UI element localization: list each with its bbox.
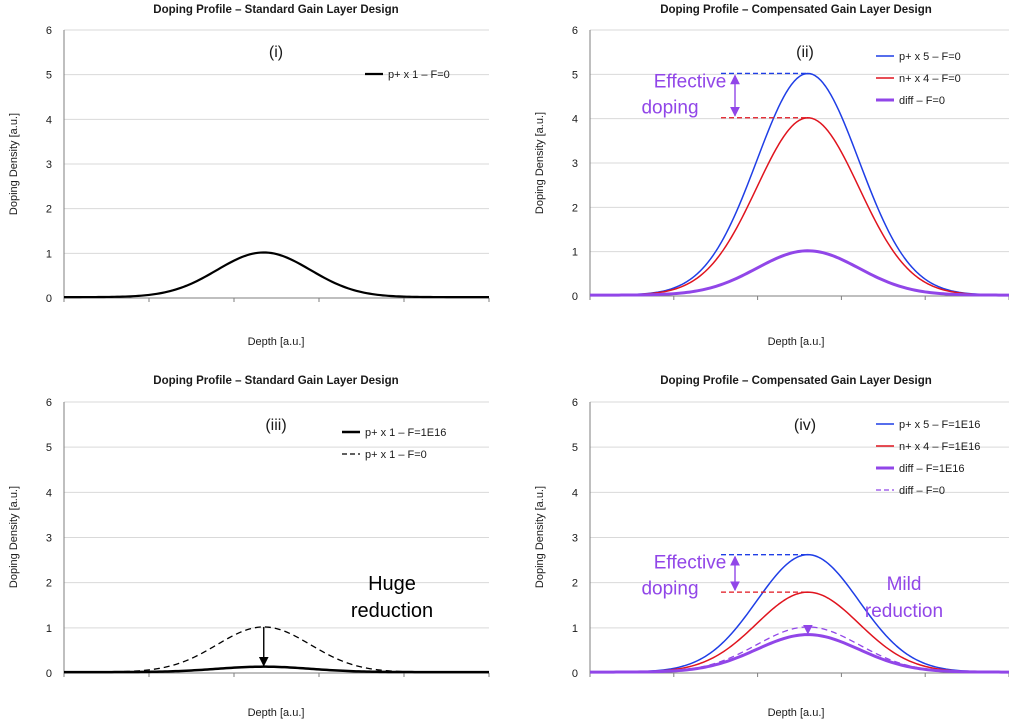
y-tick-label: 2: [572, 202, 578, 214]
y-tick-label: 1: [572, 623, 578, 635]
chart-title: Doping Profile – Standard Gain Layer Des…: [153, 4, 398, 16]
gridlines: [64, 401, 489, 629]
legend: p+ x 5 – F=1E16 n+ x 4 – F=1E16 diff – F=1…: [876, 419, 980, 497]
series-group: [64, 251, 489, 299]
y-tick-label: 1: [46, 623, 52, 635]
gridlines: [590, 29, 1009, 253]
y-tick-label: 6: [46, 397, 52, 409]
y-tick-label: 3: [46, 159, 52, 171]
effective-doping-label: doping: [641, 579, 698, 600]
x-ticks: [63, 673, 490, 677]
x-axis-label: Depth [a.u.]: [248, 336, 305, 348]
y-tick-label: 3: [572, 158, 578, 170]
y-tick-label: 0: [46, 293, 52, 305]
y-tick-label: 4: [572, 114, 578, 126]
y-axis-label: Doping Density [a.u.]: [534, 112, 546, 214]
y-tick-label: 4: [572, 487, 578, 499]
effective-doping-label: Effective: [654, 553, 727, 574]
panel-label: (iii): [265, 417, 286, 434]
y-tick-label: 2: [572, 578, 578, 590]
y-tick-label: 1: [572, 247, 578, 259]
y-tick-label: 0: [572, 291, 578, 303]
chart-title: Doping Profile – Compensated Gain Layer …: [660, 375, 932, 387]
x-axis-label: Depth [a.u.]: [768, 336, 825, 348]
legend-label: p+ x 1 – F=0: [365, 449, 427, 461]
legend-label: p+ x 5 – F=0: [899, 51, 961, 63]
x-axis-label: Depth [a.u.]: [248, 707, 305, 719]
y-tick-label: 4: [46, 114, 52, 126]
annotations: Effective doping: [641, 71, 808, 118]
reduction-note: reduction: [351, 600, 433, 622]
series-line-1: [64, 251, 489, 299]
series-line-2: [64, 626, 489, 673]
annotations: Effective doping Mild reduction: [641, 553, 943, 635]
x-ticks: [589, 673, 1009, 677]
panel-label: (i): [269, 44, 283, 61]
legend-label: diff – F=0: [899, 485, 945, 497]
effective-doping-label: Effective: [654, 71, 727, 92]
annotations: Huge reduction: [258, 573, 433, 667]
panel-label: (iv): [794, 417, 816, 434]
effective-doping-label: doping: [641, 97, 698, 118]
legend-label: p+ x 5 – F=1E16: [899, 419, 980, 431]
legend-label: n+ x 4 – F=0: [899, 73, 961, 85]
y-tick-label: 3: [46, 533, 52, 545]
chart-title: Doping Profile – Compensated Gain Layer …: [660, 4, 932, 16]
reduction-note: Mild: [887, 574, 922, 595]
y-axis-label: Doping Density [a.u.]: [8, 113, 20, 215]
reduction-note: reduction: [865, 601, 943, 622]
y-tick-labels: 0 1 2 3 4 5 6: [572, 25, 578, 303]
chart-title: Doping Profile – Standard Gain Layer Des…: [153, 375, 398, 387]
series-line-3: [590, 633, 1009, 674]
y-tick-labels: 0 1 2 3 4 5 6: [572, 397, 578, 680]
chart-panel-2: Doping Profile – Compensated Gain Layer …: [534, 4, 1009, 348]
y-tick-label: 2: [46, 204, 52, 216]
y-axis-label: Doping Density [a.u.]: [534, 486, 546, 588]
y-tick-label: 5: [572, 69, 578, 81]
legend-label: diff – F=1E16: [899, 463, 965, 475]
chart-panel-4: Doping Profile – Compensated Gain Layer …: [534, 375, 1009, 719]
y-tick-label: 0: [572, 668, 578, 680]
reduction-note: Huge: [368, 573, 416, 595]
y-tick-label: 6: [572, 397, 578, 409]
series-line-2: [590, 591, 1009, 673]
y-tick-label: 0: [46, 668, 52, 680]
series-group: [589, 72, 1009, 297]
series-line-2: [590, 117, 1009, 296]
panel-label: (ii): [796, 44, 814, 61]
y-tick-label: 3: [572, 533, 578, 545]
legend: p+ x 1 – F=0: [365, 69, 450, 81]
legend-label: n+ x 4 – F=1E16: [899, 441, 980, 453]
chart-panel-3: Doping Profile – Standard Gain Layer Des…: [8, 375, 490, 719]
y-tick-labels: 0 1 2 3 4 5 6: [46, 397, 52, 680]
y-axis-label: Doping Density [a.u.]: [8, 486, 20, 588]
series-line-3: [590, 249, 1009, 297]
y-tick-label: 1: [46, 248, 52, 260]
series-line-4: [590, 626, 1009, 673]
x-ticks: [63, 298, 490, 302]
gridlines: [590, 401, 1009, 629]
y-tick-label: 4: [46, 487, 52, 499]
legend: p+ x 5 – F=0 n+ x 4 – F=0 diff – F=0: [876, 51, 961, 107]
y-tick-label: 5: [46, 70, 52, 82]
y-tick-label: 2: [46, 578, 52, 590]
y-tick-label: 6: [46, 25, 52, 37]
series-group: [64, 626, 489, 674]
chart-panel-1: Doping Profile – Standard Gain Layer Des…: [8, 4, 490, 348]
gridlines: [64, 29, 489, 254]
y-tick-label: 5: [46, 442, 52, 454]
y-tick-label: 6: [572, 25, 578, 37]
legend-label: diff – F=0: [899, 95, 945, 107]
legend: p+ x 1 – F=1E16 p+ x 1 – F=0: [342, 427, 446, 461]
y-tick-label: 5: [572, 442, 578, 454]
x-ticks: [589, 296, 1009, 300]
series-group: [590, 553, 1009, 674]
legend-label: p+ x 1 – F=1E16: [365, 427, 446, 439]
legend-label: p+ x 1 – F=0: [388, 69, 450, 81]
x-axis-label: Depth [a.u.]: [768, 707, 825, 719]
y-tick-labels: 0 1 2 3 4 5 6: [46, 25, 52, 305]
